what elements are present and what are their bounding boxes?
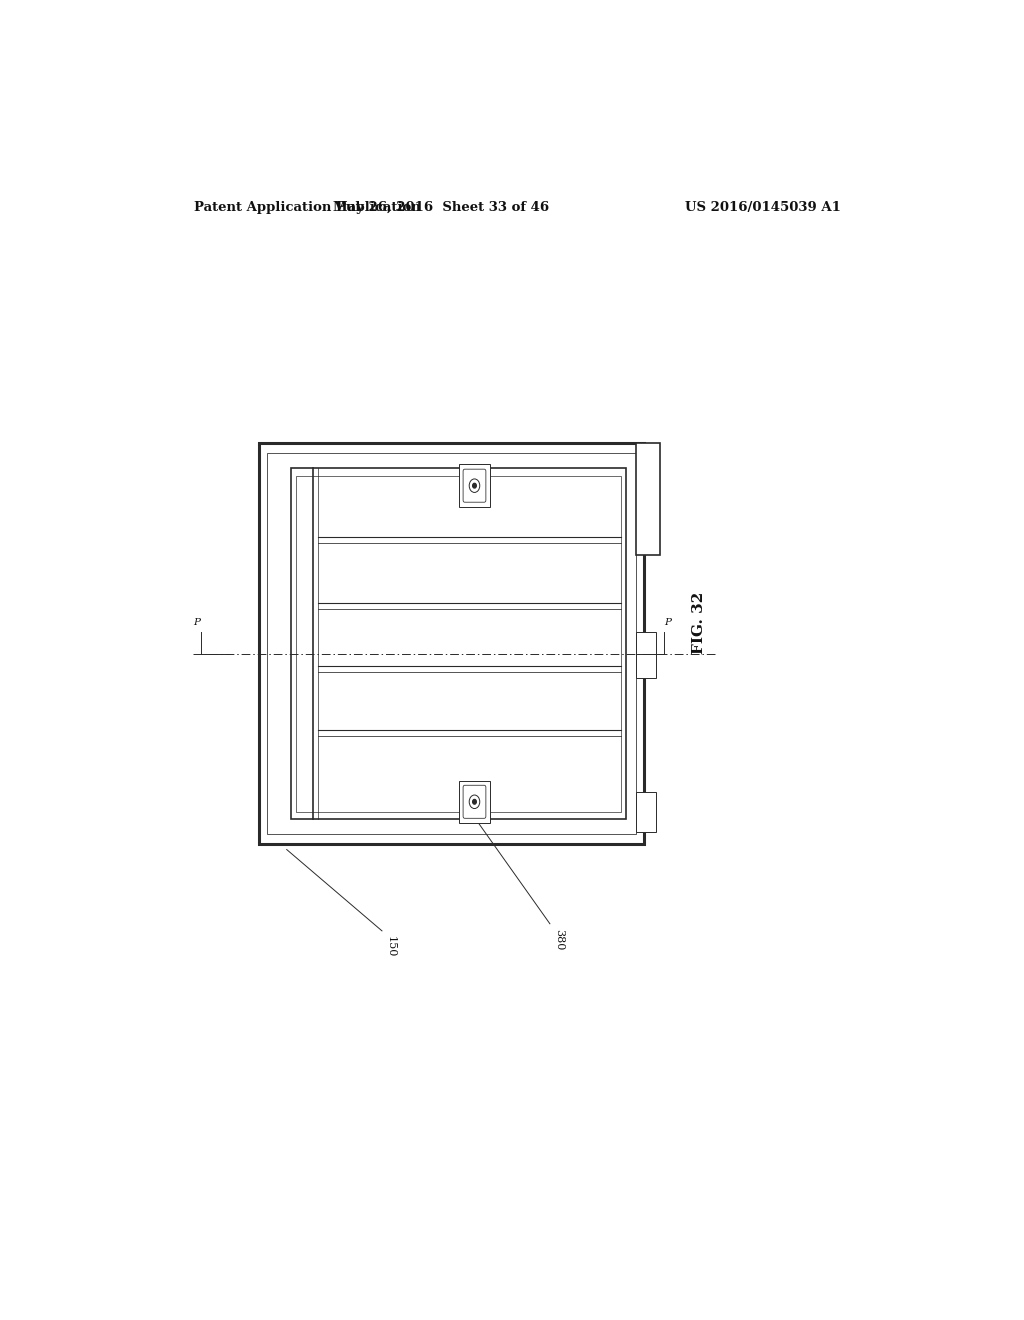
Text: FIG. 32: FIG. 32: [692, 591, 707, 653]
Text: May 26, 2016  Sheet 33 of 46: May 26, 2016 Sheet 33 of 46: [334, 201, 550, 214]
Text: P: P: [665, 619, 671, 627]
Bar: [291, 469, 627, 818]
Circle shape: [469, 795, 480, 809]
Bar: [636, 444, 659, 556]
Bar: [460, 780, 489, 824]
Circle shape: [473, 800, 476, 804]
Circle shape: [469, 479, 480, 492]
Bar: [296, 475, 621, 812]
FancyBboxPatch shape: [463, 469, 485, 502]
Bar: [267, 453, 636, 834]
Text: P: P: [194, 619, 201, 627]
Text: Patent Application Publication: Patent Application Publication: [194, 201, 421, 214]
Text: 150: 150: [386, 936, 396, 957]
Circle shape: [473, 483, 476, 488]
Bar: [259, 444, 644, 845]
FancyBboxPatch shape: [463, 785, 485, 818]
Text: US 2016/0145039 A1: US 2016/0145039 A1: [685, 201, 841, 214]
Text: 380: 380: [554, 929, 564, 950]
Bar: [636, 632, 656, 678]
Bar: [636, 792, 656, 833]
Bar: [460, 465, 489, 507]
